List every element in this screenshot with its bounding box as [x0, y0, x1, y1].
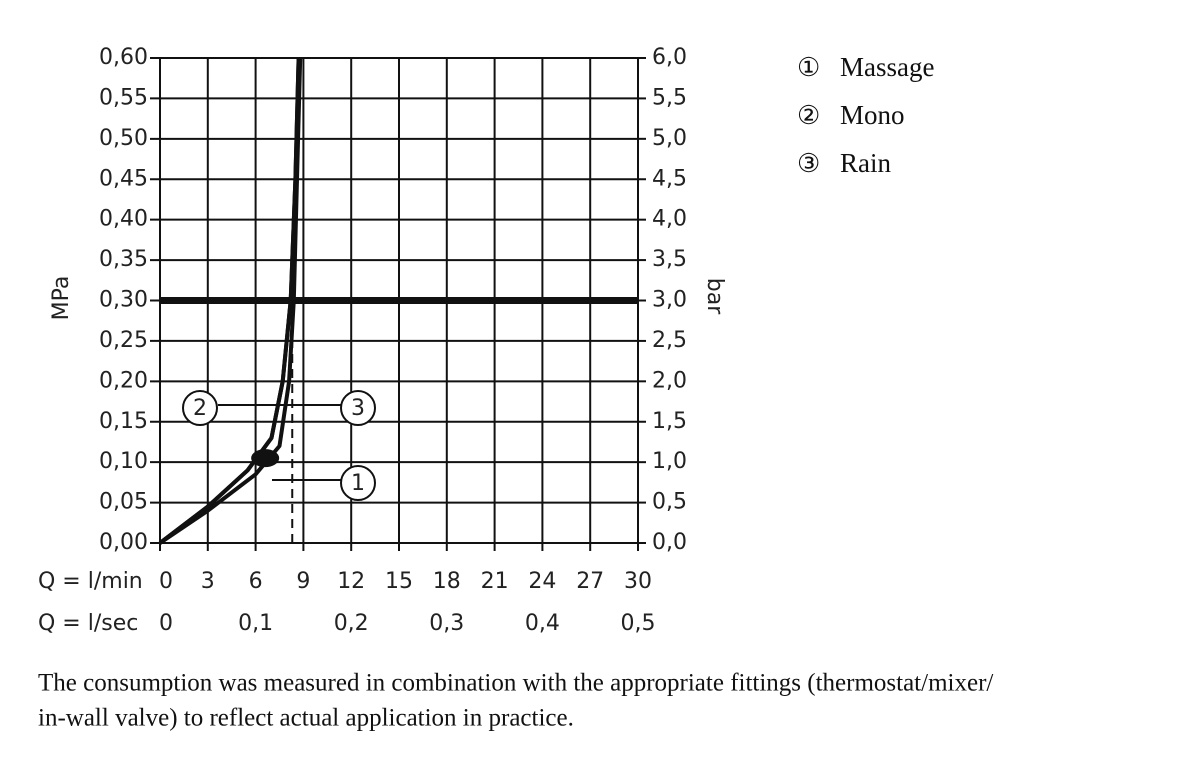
y-tick-label: 0,55 — [99, 85, 148, 110]
y-tick-label: 0,10 — [99, 449, 148, 474]
y-tick-label: 0,35 — [99, 247, 148, 272]
y2-tick-label: 1,5 — [652, 409, 687, 434]
legend-symbol: ① — [797, 53, 820, 82]
y-tick-label: 0,50 — [99, 126, 148, 151]
x-tick-label: 9 — [296, 569, 310, 594]
y-tick-label: 0,60 — [99, 45, 148, 70]
callout-circle — [340, 390, 376, 426]
y2-tick-label: 3,5 — [652, 247, 687, 272]
y2-tick-label: 4,5 — [652, 166, 687, 191]
y-tick-label: 0,30 — [99, 288, 148, 313]
y-tick-label: 0,15 — [99, 409, 148, 434]
y-tick-label: 0,05 — [99, 490, 148, 515]
y2-tick-label: 5,0 — [652, 126, 687, 151]
legend-symbol: ③ — [797, 149, 820, 178]
footnote: The consumption was measured in combinat… — [38, 670, 993, 697]
x-tick-label: 30 — [624, 569, 652, 594]
x2-tick-label: 0,3 — [429, 611, 464, 636]
callout-circle — [340, 465, 376, 501]
x-tick-label: 21 — [481, 569, 509, 594]
y2-tick-label: 2,0 — [652, 368, 687, 393]
x-tick-label: 12 — [337, 569, 365, 594]
x-tick-label: 24 — [528, 569, 556, 594]
y2-tick-label: 1,0 — [652, 449, 687, 474]
y2-tick-label: 2,5 — [652, 328, 687, 353]
x2-tick-label: 0 — [159, 611, 173, 636]
y-tick-label: 0,25 — [99, 328, 148, 353]
x2-axis-label: Q = l/sec — [38, 611, 138, 636]
x2-tick-label: 0,2 — [334, 611, 369, 636]
x2-tick-label: 0,4 — [525, 611, 560, 636]
callout-label: 2 — [193, 396, 207, 421]
series-line — [158, 57, 301, 545]
x-tick-label: 15 — [385, 569, 413, 594]
y2-tick-label: 6,0 — [652, 45, 687, 70]
y2-tick-label: 0,5 — [652, 490, 687, 515]
y2-tick-label: 0,0 — [652, 530, 687, 555]
y2-tick-label: 3,0 — [652, 288, 687, 313]
x2-tick-label: 0,5 — [621, 611, 656, 636]
callout-circle — [182, 390, 218, 426]
footnote: in-wall valve) to reflect actual applica… — [38, 705, 574, 732]
y2-tick-label: 5,5 — [652, 85, 687, 110]
x-tick-label: 6 — [249, 569, 263, 594]
y-axis-label: MPa — [49, 276, 74, 321]
y-tick-label: 0,00 — [99, 530, 148, 555]
legend-label: Mono — [840, 100, 905, 130]
x-tick-label: 27 — [576, 569, 604, 594]
y2-tick-label: 4,0 — [652, 207, 687, 232]
callout-label: 3 — [351, 396, 365, 421]
x-tick-label: 18 — [433, 569, 461, 594]
x-axis-label: Q = l/min — [38, 569, 143, 594]
y-tick-label: 0,20 — [99, 368, 148, 393]
legend-label: Rain — [840, 148, 891, 178]
y-tick-label: 0,40 — [99, 207, 148, 232]
callout-label: 1 — [351, 471, 365, 496]
legend-label: Massage — [840, 52, 934, 82]
x-tick-label: 0 — [159, 569, 173, 594]
x-tick-label: 3 — [201, 569, 215, 594]
operating-point — [251, 449, 280, 468]
legend-symbol: ② — [797, 101, 820, 130]
y-tick-label: 0,45 — [99, 166, 148, 191]
x2-tick-label: 0,1 — [238, 611, 273, 636]
y2-axis-label: bar — [702, 278, 727, 315]
